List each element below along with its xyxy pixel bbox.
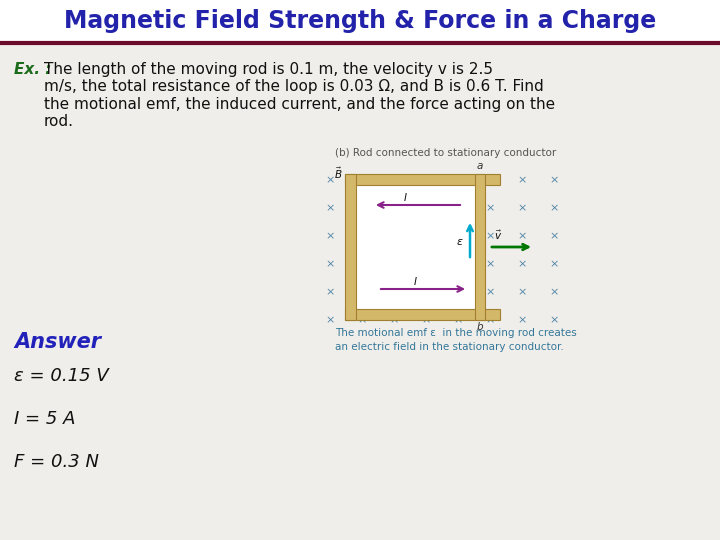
Text: ε: ε: [457, 237, 463, 247]
Text: b: b: [477, 322, 483, 332]
Text: ×: ×: [325, 315, 335, 325]
Text: ×: ×: [357, 315, 366, 325]
Text: ×: ×: [454, 203, 463, 213]
Text: ×: ×: [421, 287, 431, 297]
Text: ε = 0.15 V: ε = 0.15 V: [14, 367, 109, 385]
Text: ×: ×: [390, 203, 399, 213]
Text: ×: ×: [325, 203, 335, 213]
Text: ×: ×: [357, 203, 366, 213]
Text: $\vec{v}$: $\vec{v}$: [494, 228, 503, 242]
Text: (b) Rod connected to stationary conductor: (b) Rod connected to stationary conducto…: [335, 148, 557, 158]
Text: ×: ×: [549, 287, 559, 297]
Text: ×: ×: [325, 259, 335, 269]
Text: The length of the moving rod is 0.1 m, the velocity v is 2.5
m/s, the total resi: The length of the moving rod is 0.1 m, t…: [44, 62, 555, 129]
Bar: [345, 174, 500, 185]
Text: ×: ×: [549, 231, 559, 241]
Text: ×: ×: [421, 203, 431, 213]
Text: ×: ×: [421, 231, 431, 241]
Text: ×: ×: [517, 315, 527, 325]
Text: ×: ×: [390, 315, 399, 325]
Text: ×: ×: [517, 175, 527, 185]
Text: ×: ×: [485, 315, 495, 325]
Text: ×: ×: [325, 231, 335, 241]
Text: I: I: [414, 277, 417, 287]
Text: ×: ×: [485, 175, 495, 185]
Text: ×: ×: [390, 175, 399, 185]
Text: I = 5 A: I = 5 A: [14, 410, 76, 428]
Text: Ex. :: Ex. :: [14, 62, 51, 77]
Text: ×: ×: [485, 203, 495, 213]
Text: ×: ×: [454, 175, 463, 185]
Text: ×: ×: [517, 203, 527, 213]
Text: ×: ×: [325, 175, 335, 185]
Text: ×: ×: [357, 287, 366, 297]
Text: The motional emf ε  in the moving rod creates
an electric field in the stationar: The motional emf ε in the moving rod cre…: [335, 328, 577, 352]
Text: ×: ×: [485, 259, 495, 269]
Text: ×: ×: [421, 315, 431, 325]
Text: Magnetic Field Strength & Force in a Charge: Magnetic Field Strength & Force in a Cha…: [64, 9, 656, 33]
Text: $\vec{B}$: $\vec{B}$: [333, 166, 342, 181]
Text: ×: ×: [325, 287, 335, 297]
Text: ×: ×: [390, 231, 399, 241]
Text: F = 0.3 N: F = 0.3 N: [14, 453, 99, 471]
Text: ×: ×: [357, 231, 366, 241]
Text: ×: ×: [517, 231, 527, 241]
Text: ×: ×: [549, 259, 559, 269]
Bar: [0, 0, 720, 43]
Text: ×: ×: [357, 175, 366, 185]
Text: a: a: [477, 161, 483, 171]
Text: ×: ×: [549, 315, 559, 325]
Text: ×: ×: [421, 259, 431, 269]
Text: ×: ×: [549, 203, 559, 213]
Text: ×: ×: [517, 259, 527, 269]
Text: I: I: [404, 193, 407, 203]
Text: ×: ×: [454, 287, 463, 297]
Text: ×: ×: [549, 175, 559, 185]
Text: ×: ×: [485, 231, 495, 241]
Text: ×: ×: [454, 259, 463, 269]
Text: ×: ×: [517, 287, 527, 297]
Bar: [345, 174, 356, 320]
Text: Answer: Answer: [14, 332, 101, 352]
Text: ×: ×: [390, 259, 399, 269]
Text: ×: ×: [421, 175, 431, 185]
Text: ×: ×: [485, 287, 495, 297]
Text: ×: ×: [454, 315, 463, 325]
Bar: [356, 185, 475, 309]
Bar: [475, 174, 485, 320]
Bar: [345, 309, 500, 320]
Text: ×: ×: [454, 231, 463, 241]
Text: ×: ×: [357, 259, 366, 269]
Text: ×: ×: [390, 287, 399, 297]
